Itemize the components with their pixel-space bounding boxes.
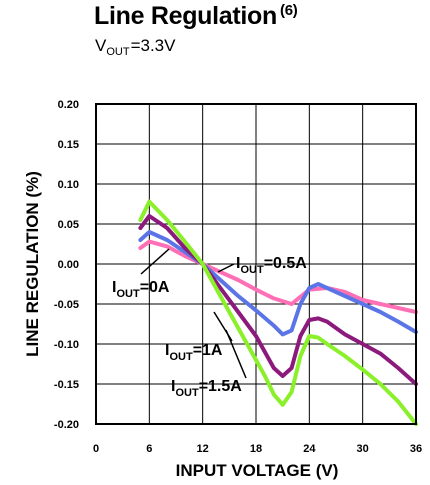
annotation-sub: OUT	[240, 264, 264, 276]
annotation-rest: =1A	[193, 342, 223, 359]
annotation-rest: =0A	[140, 279, 170, 296]
x-tick-label: 30	[357, 443, 369, 455]
annotation-label: IOUT=1.5A	[171, 378, 242, 399]
annotation-leader	[225, 329, 247, 379]
y-tick-label: 0.15	[58, 139, 79, 151]
title-text: Line Regulation	[94, 2, 278, 30]
y-tick-label: 0.05	[58, 219, 79, 231]
annotation-main: I	[236, 255, 240, 272]
annotation-main: I	[165, 342, 169, 359]
annotation-label: IOUT=0A	[112, 279, 170, 300]
plot-frame	[95, 103, 417, 425]
y-tick-label: -0.10	[54, 339, 79, 351]
chart-subtitle: VOUT=3.3V	[95, 36, 175, 58]
subtitle-rest: =3.3V	[130, 36, 176, 55]
annotation-main: I	[112, 279, 116, 296]
y-tick-label: -0.05	[54, 299, 79, 311]
chart-title: Line Regulation (6)	[94, 2, 298, 31]
annotation-sub: OUT	[116, 288, 140, 300]
series-line-1	[138, 230, 418, 337]
x-tick-label: 18	[250, 443, 262, 455]
y-tick-labels: 0.20 0.15 0.10 0.05 0.00 -0.05 -0.10 -0.15 -0.20	[54, 99, 79, 431]
annotation-leader	[140, 248, 170, 275]
title-note: (6)	[280, 2, 298, 19]
series-line-0	[138, 239, 418, 314]
y-tick-label: -0.20	[54, 419, 79, 431]
subtitle-main: V	[95, 36, 107, 55]
annotation-sub: OUT	[175, 387, 199, 399]
y-tick-label: -0.15	[54, 379, 79, 391]
x-tick-label: 24	[303, 443, 316, 455]
x-tick-label: 36	[410, 443, 422, 455]
x-tick-label: 12	[197, 443, 209, 455]
annotation-main: I	[171, 378, 175, 395]
x-tick-label: 0	[93, 443, 99, 455]
subtitle-sub: OUT	[106, 46, 130, 58]
annotation-label: IOUT=1A	[165, 342, 223, 363]
x-tick-label: 6	[146, 443, 152, 455]
x-tick-labels: 0 6 12 18 24 30 36	[93, 443, 422, 455]
series-lines	[138, 199, 418, 426]
annotation-rest: =0.5A	[264, 255, 308, 272]
x-axis-label: INPUT VOLTAGE (V)	[176, 461, 339, 480]
y-tick-label: 0.00	[58, 259, 79, 271]
annotation-leader	[217, 263, 235, 273]
annotation-sub: OUT	[169, 351, 193, 363]
annotation-rest: =1.5A	[199, 378, 243, 395]
y-axis-label: LINE REGULATION (%)	[23, 171, 42, 357]
y-tick-label: 0.20	[58, 99, 79, 111]
series-line-3	[138, 199, 418, 426]
y-tick-label: 0.10	[58, 179, 79, 191]
annotation-label: IOUT=0.5A	[236, 255, 307, 276]
series-line-2	[138, 214, 418, 386]
